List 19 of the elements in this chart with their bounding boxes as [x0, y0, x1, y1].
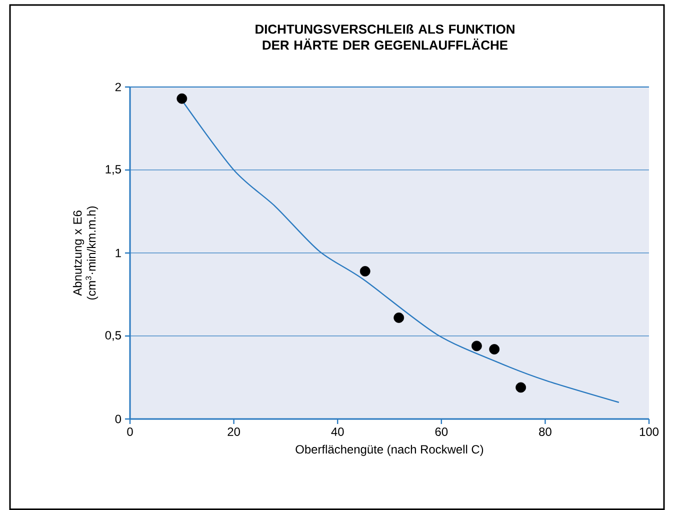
x-tick-label: 80: [539, 428, 552, 436]
point: [360, 266, 370, 276]
point: [176, 93, 188, 104]
chart-title: DICHTUNGSVERSCHLEIß ALS FUNKTION DER HÄRTE DER GEGENLAUFFLÄCHE: [256, 24, 514, 50]
x-tick-label: 100: [640, 428, 659, 436]
y-tick-label: 1: [116, 248, 121, 258]
y-tick-label: 0,5: [105, 331, 121, 341]
x-tick-label: 40: [331, 428, 344, 436]
y-tick-label: 1,5: [106, 165, 121, 175]
x-tick-label: 20: [228, 428, 240, 436]
point: [489, 344, 500, 354]
x-axis-title: Oberflächengüte (nach Rockwell C): [296, 444, 484, 456]
point: [472, 340, 482, 352]
x-tick-label: 0: [127, 428, 133, 436]
point: [516, 382, 526, 393]
point: [394, 312, 404, 323]
y-tick-label: 0: [115, 414, 122, 424]
y-tick-label: 2: [115, 82, 121, 92]
x-tick-label: 60: [435, 428, 448, 436]
